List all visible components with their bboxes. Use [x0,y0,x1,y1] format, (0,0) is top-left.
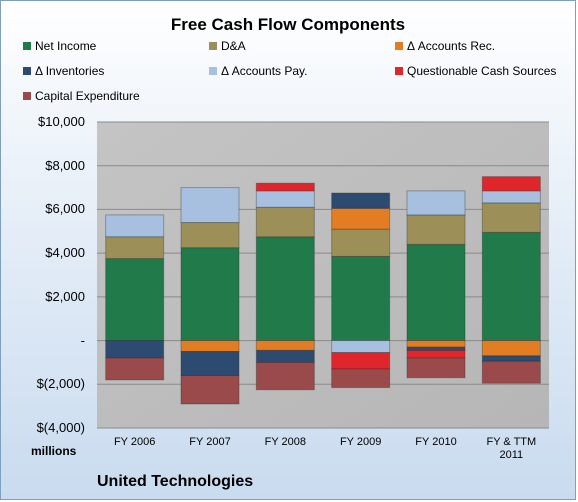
bar-segment-danda-fy-2010 [406,214,466,245]
chart-title: Free Cash Flow Components [170,15,406,34]
y-tick-label: $2,000 [45,288,85,304]
bar-segment-net-income-fy-2006 [105,258,165,342]
legend-item-delta-accounts-rec: Δ Accounts Rec. [395,39,495,53]
bar-segment-questionable-cash-sources-fy-and-ttm-2011 [481,176,541,192]
bar-segment-delta-inventories-fy-2008 [255,349,315,363]
bar-segment-net-income-fy-2007 [180,247,240,342]
legend-label: Δ Accounts Rec. [407,39,496,53]
legend-label: Capital Expenditure [35,89,140,103]
bar-segment-net-income-fy-and-ttm-2011 [481,231,541,342]
plot-area [97,122,549,428]
legend-swatch [209,66,217,75]
bar-segment-delta-accounts-pay-fy-2008 [255,190,315,208]
legend-label: Net Income [35,39,97,53]
bar-segment-delta-inventories-fy-2006 [105,340,165,359]
bar-segment-danda-fy-2007 [180,222,240,249]
legend-swatch [209,41,217,50]
bar-segment-net-income-fy-2010 [406,243,466,342]
legend-swatch [23,66,31,75]
x-tick-label: FY 2009 [339,436,382,448]
legend-item-delta-inventories: Δ Inventories [23,64,104,78]
legend-item-net-income: Net Income [23,39,96,53]
legend-swatch [395,66,403,75]
bar-segment-delta-accounts-rec-fy-2010 [406,340,466,348]
legend-label: Δ Accounts Pay. [221,64,308,78]
legend-swatch [23,91,31,100]
x-tick-label: FY 2010 [415,436,457,448]
legend-item-danda: D&A [209,39,246,53]
bar-segment-danda-fy-2009 [331,228,391,257]
y-tick-label: $(4,000) [36,420,85,435]
x-tick-label: FY 2008 [264,436,307,448]
bar-segment-capital-expenditure-fy-and-ttm-2011 [481,360,541,384]
bar-segment-questionable-cash-sources-fy-2009 [331,352,391,370]
bar-segment-delta-accounts-pay-fy-2006 [105,214,165,238]
legend-item-capital-expenditure: Capital Expenditure [23,89,140,103]
bar-segment-capital-expenditure-fy-2010 [406,357,466,379]
units-label: millions [31,444,77,458]
y-tick-label: $(2,000) [36,376,85,392]
bar-segment-capital-expenditure-fy-2008 [255,361,315,391]
x-tick-label: FY 2007 [189,436,231,448]
bar-segment-capital-expenditure-fy-2006 [105,357,165,381]
x-tick-label: FY & TTM 2011 [486,436,537,461]
bar-segment-net-income-fy-2009 [331,255,391,342]
bar-segment-delta-accounts-rec-fy-2009 [331,207,391,230]
bar-segment-delta-inventories-fy-and-ttm-2011 [481,355,541,362]
y-tick-label: $8,000 [45,157,85,173]
y-tick-label: $4,000 [45,245,85,261]
legend-label: D&A [221,39,246,53]
bar-segment-net-income-fy-2008 [255,236,315,342]
legend-swatch [23,41,31,50]
bar-segment-questionable-cash-sources-fy-2008 [255,182,315,192]
bar-segment-delta-accounts-pay-fy-2010 [406,190,466,216]
y-tick-label: $10,000 [38,114,85,129]
bar-segment-danda-fy-2008 [255,206,315,238]
bar-segment-danda-fy-2006 [105,236,165,260]
bar-segment-delta-accounts-rec-fy-2008 [255,340,315,351]
bar-segment-delta-inventories-fy-2007 [180,351,240,377]
bar-segment-delta-accounts-pay-fy-2009 [331,340,391,354]
legend-label: Δ Inventories [35,64,105,78]
y-tick-label: $6,000 [45,201,85,217]
x-tick-label: FY 2006 [113,436,156,448]
bar-segment-questionable-cash-sources-fy-2010 [406,349,466,359]
company-name: United Technologies [97,473,254,490]
bar-segment-danda-fy-and-ttm-2011 [481,202,541,233]
y-tick-label: - [80,332,85,348]
legend-label: Questionable Cash Sources [407,64,557,78]
bar-segment-capital-expenditure-fy-2007 [180,375,240,405]
bar-segment-delta-accounts-rec-fy-2007 [180,340,240,353]
bar-segment-delta-accounts-pay-fy-2007 [180,187,240,224]
legend-item-questionable-cash-sources: Questionable Cash Sources [395,64,556,78]
bar-segment-delta-accounts-pay-fy-and-ttm-2011 [481,190,541,204]
bar-segment-delta-accounts-rec-fy-and-ttm-2011 [481,340,541,357]
bar-segment-capital-expenditure-fy-2009 [331,368,391,389]
legend-swatch [395,41,403,50]
bar-segment-delta-inventories-fy-2009 [331,192,391,209]
legend-item-delta-accounts-pay: Δ Accounts Pay. [209,64,308,78]
